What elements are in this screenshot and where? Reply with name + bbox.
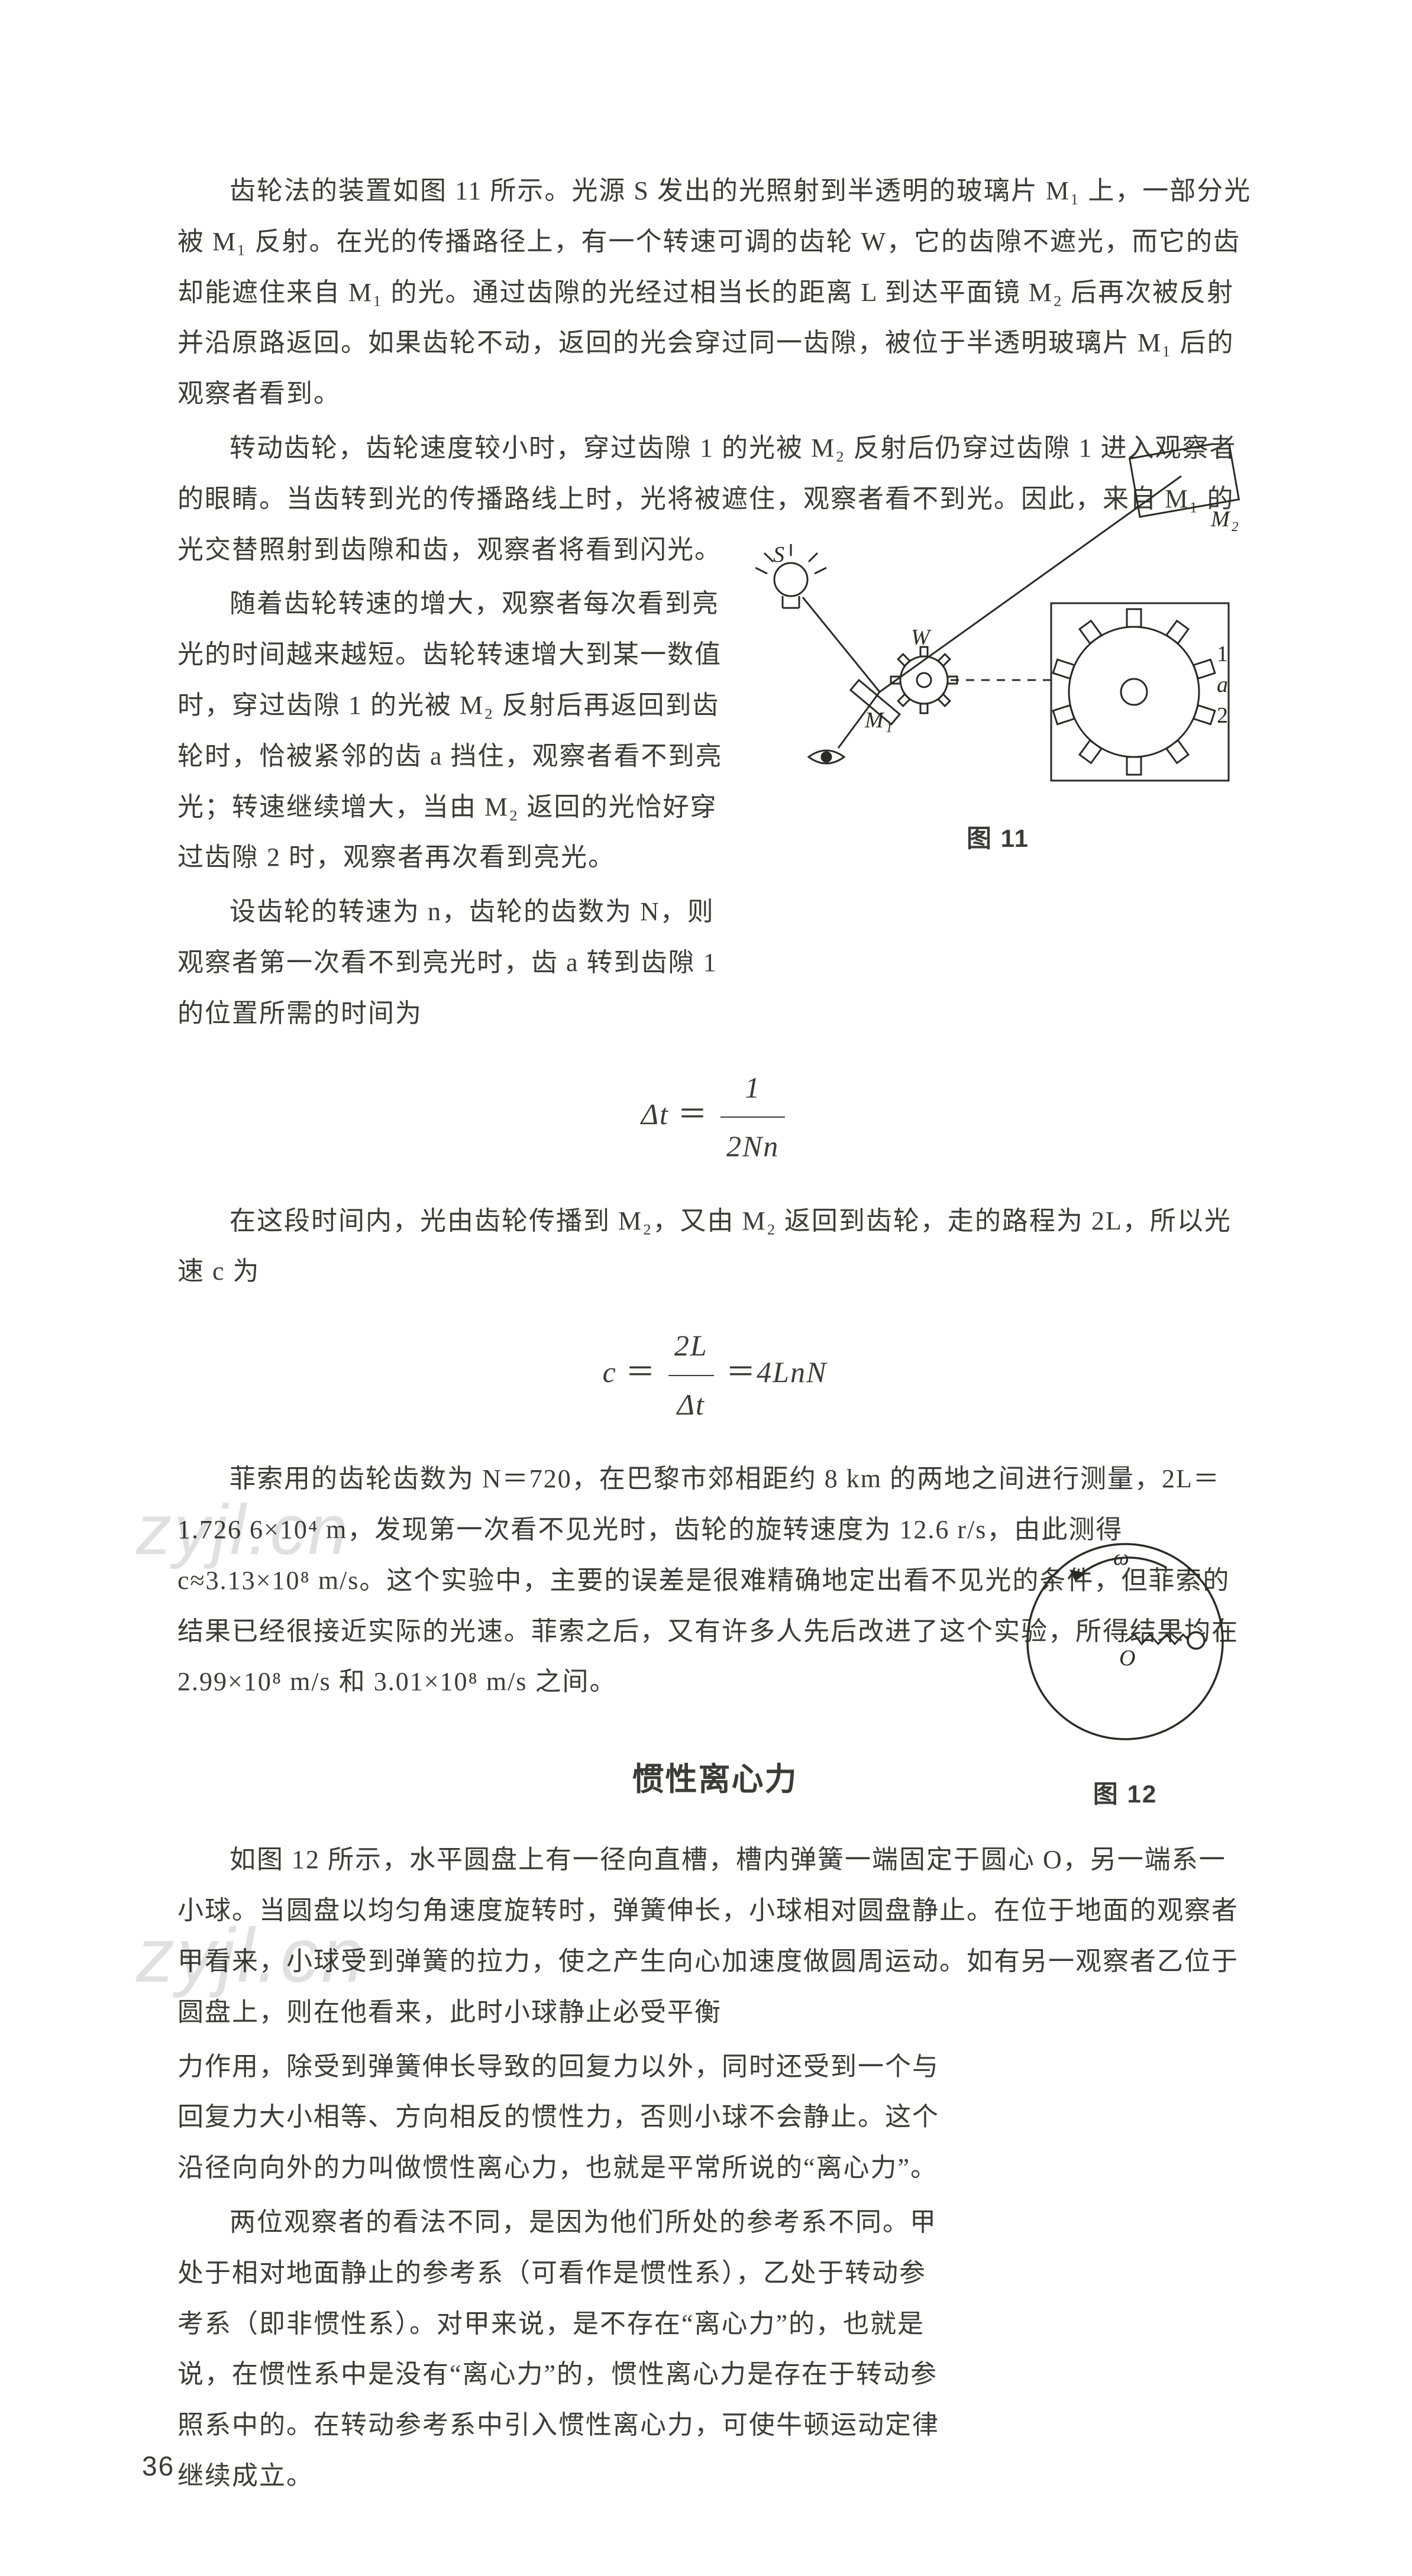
paragraph-3: 随着齿轮转速的增大，观察者每次看到亮光的时间越来越短。齿轮转速增大到某一数值时，… (177, 578, 734, 883)
f1-num: 1 (720, 1059, 785, 1118)
paragraph-5: 在这段时间内，光由齿轮传播到 M₂，又由 M₂ 返回到齿轮，走的路程为 2L，所… (177, 1196, 1252, 1297)
fig11-label-1: 1 (1217, 642, 1229, 666)
figure-11: S M₁ M₂ W 1 a 2 图 11 (755, 444, 1240, 828)
paragraph-7: 如图 12 所示，水平圆盘上有一径向直槽，槽内弹簧一端固定于圆心 O，另一端系一… (177, 1834, 1252, 2037)
f2-rhs: 4LnN (757, 1355, 827, 1389)
paragraph-8: 两位观察者的看法不同，是因为他们所处的参考系不同。甲处于相对地面静止的参考系（可… (177, 2197, 952, 2501)
page-number: 36 (142, 2440, 175, 2493)
fig11-label-2: 2 (1217, 703, 1229, 728)
fig11-label-M1: M₁ (864, 708, 894, 733)
figure-12: O ω 图 12 (1010, 1535, 1240, 1818)
paragraph-7b: 力作用，除受到弹簧伸长导致的回复力以外，同时还受到一个与回复力大小相等、方向相反… (177, 2041, 952, 2193)
page: 齿轮法的装置如图 11 所示。光源 S 发出的光照射到半透明的玻璃片 M₁ 上，… (0, 0, 1412, 2576)
formula-1: Δt ＝ 1 2Nn (177, 1059, 1252, 1176)
f1-den: 2Nn (720, 1118, 785, 1176)
fig12-label-omega: ω (1113, 1545, 1130, 1570)
paragraph-4: 设齿轮的转速为 n，齿轮的齿数为 N，则观察者第一次看不到亮光时，齿 a 转到齿… (177, 886, 734, 1038)
figure-11-caption: 图 11 (755, 814, 1240, 863)
fig11-label-M2: M₂ (1210, 507, 1240, 532)
f2-den: Δt (668, 1376, 714, 1434)
formula-2: c ＝ 2L Δt ＝4LnN (177, 1317, 1252, 1433)
figure-12-svg: O ω (1019, 1535, 1232, 1748)
f2-lhs: c (603, 1355, 617, 1389)
fig11-label-W: W (911, 625, 932, 650)
paragraph-1: 齿轮法的装置如图 11 所示。光源 S 发出的光照射到半透明的玻璃片 M₁ 上，… (177, 166, 1252, 419)
f2-num: 2L (668, 1317, 714, 1376)
fig11-label-a: a (1217, 672, 1229, 697)
f1-lhs: Δt (641, 1098, 669, 1131)
fig12-label-O: O (1119, 1646, 1136, 1671)
figure-12-caption: 图 12 (1010, 1770, 1240, 1818)
figure-11-svg: S M₁ M₂ W 1 a 2 (755, 444, 1240, 792)
fig11-label-S: S (773, 542, 786, 567)
